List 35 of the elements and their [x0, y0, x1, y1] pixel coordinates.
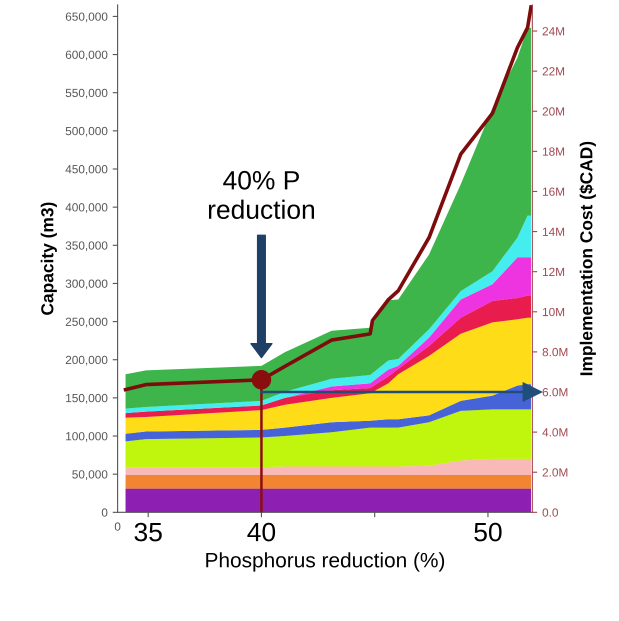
- y-tick-label: 0: [102, 508, 108, 517]
- y-tick-label: 650,000: [66, 12, 108, 22]
- x-tick-label: 50: [474, 522, 502, 542]
- x-tick-label: 40: [247, 522, 276, 542]
- y2-tick-label: 8.0M: [542, 348, 568, 356]
- y-tick-label: 100,000: [66, 432, 108, 442]
- y-tick-label: 500,000: [66, 126, 108, 137]
- x-axis-title: Phosphorus reduction (%): [206, 552, 444, 572]
- y2-tick-label: 10M: [542, 308, 564, 316]
- y2-tick-label: 24M: [542, 27, 564, 36]
- y-tick-label: 600,000: [66, 50, 108, 60]
- y2-tick-label: 12M: [542, 268, 564, 276]
- y-tick-label: 150,000: [66, 394, 108, 404]
- y-axis-title: Capacity (m3): [40, 202, 57, 315]
- y2-tick-label: 6.0M: [542, 388, 568, 396]
- y2-tick-label: 22M: [542, 67, 564, 76]
- y-tick-label: 350,000: [66, 241, 108, 252]
- y-tick-label: 300,000: [66, 279, 108, 290]
- y2-tick-label: 20M: [542, 107, 564, 116]
- y-tick-label: 550,000: [66, 88, 108, 98]
- text: 0: [114, 522, 120, 531]
- y2-axis-title: Implementation Cost ($CAD): [579, 142, 596, 376]
- y2-tick-label: 18M: [542, 147, 564, 156]
- y-tick-label: 250,000: [66, 318, 108, 328]
- y-tick-label: 50,000: [72, 470, 108, 480]
- y2-tick-label: 2.0M: [542, 468, 568, 477]
- y-tick-label: 200,000: [66, 356, 108, 366]
- annotation: 40% P reduction: [208, 170, 314, 219]
- y2-tick-label: 4.0M: [542, 428, 568, 437]
- y2-tick-label: 0.0: [542, 508, 558, 517]
- y-tick-label: 400,000: [65, 203, 108, 213]
- y2-tick-label: 14M: [542, 228, 564, 236]
- y2-tick-label: 16M: [542, 188, 564, 196]
- y-tick-label: 450,000: [65, 165, 108, 175]
- x-tick-label: 35: [134, 522, 162, 542]
